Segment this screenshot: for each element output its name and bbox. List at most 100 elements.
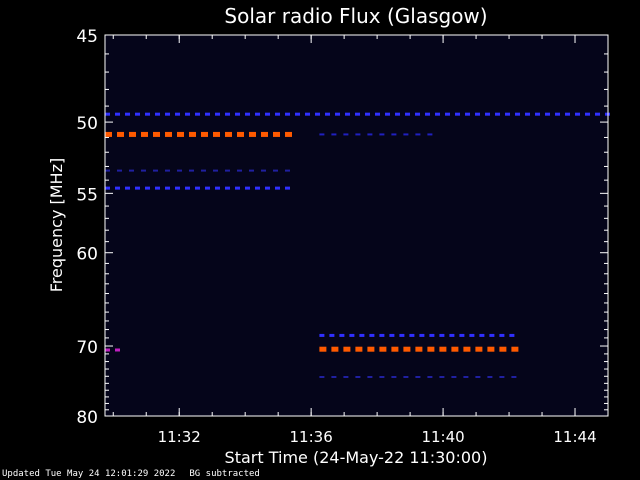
emission-dash: [495, 112, 500, 116]
emission-dash: [355, 375, 361, 378]
emission-dash: [463, 346, 471, 352]
emission-dash: [379, 346, 387, 352]
emission-band-8: [319, 375, 517, 378]
emission-dash: [403, 375, 409, 378]
emission-dash: [237, 131, 244, 137]
emission-dash: [189, 131, 196, 137]
emission-dash: [315, 112, 320, 116]
emission-dash: [265, 186, 270, 190]
emission-dash: [545, 112, 550, 116]
emission-dash: [455, 112, 460, 116]
emission-dash: [343, 346, 351, 352]
emission-dash: [285, 131, 292, 137]
emission-dash: [275, 186, 280, 190]
axis-ticks: 11:32 11:36 11:40 11:44 45 50 55 60 70 80: [76, 27, 609, 446]
emission-dash: [275, 112, 280, 116]
emission-dash: [215, 186, 220, 190]
emission-dash: [415, 375, 421, 378]
emission-dash: [165, 112, 170, 116]
emission-dash: [249, 169, 254, 172]
emission-dash: [355, 112, 360, 116]
emission-dash: [565, 112, 570, 116]
emission-dash: [391, 133, 397, 136]
emission-dash: [391, 346, 399, 352]
emission-dash: [319, 375, 325, 378]
emission-dash: [141, 131, 148, 137]
emission-dash: [511, 346, 519, 352]
emission-dash: [409, 333, 415, 337]
emission-dash: [515, 112, 520, 116]
emission-dash: [273, 169, 278, 172]
emission-dash: [485, 112, 490, 116]
emission-band-7: [105, 348, 120, 352]
emission-dash: [331, 133, 337, 136]
emission-dash: [475, 346, 483, 352]
emission-dash: [369, 333, 375, 337]
emission-dash: [343, 375, 349, 378]
emission-dash: [195, 112, 200, 116]
updated-timestamp: Updated Tue May 24 12:01:29 2022: [2, 469, 176, 479]
emission-dash: [403, 346, 411, 352]
emission-dash: [175, 186, 180, 190]
emission-dash: [391, 375, 397, 378]
emission-dash: [245, 112, 250, 116]
emission-dash: [205, 112, 210, 116]
emission-dash: [427, 375, 433, 378]
emission-dash: [125, 112, 130, 116]
emission-dash: [105, 131, 112, 137]
emission-dash: [225, 112, 230, 116]
emission-dash: [365, 112, 370, 116]
emission-dash: [235, 186, 240, 190]
emission-dash: [331, 375, 337, 378]
x-tick-label: 11:44: [553, 428, 596, 446]
emission-dash: [415, 112, 420, 116]
emission-dash: [367, 346, 375, 352]
emission-dash: [487, 346, 495, 352]
emission-dash: [105, 186, 110, 190]
emission-dash: [145, 112, 150, 116]
y-tick-label: 55: [76, 185, 98, 205]
emission-dash: [465, 112, 470, 116]
emission-dash: [325, 112, 330, 116]
emission-dash: [451, 346, 459, 352]
emission-dash: [153, 131, 160, 137]
emission-dash: [415, 133, 421, 136]
emission-band-6: [319, 346, 519, 352]
emission-dash: [585, 112, 590, 116]
emission-dash: [205, 186, 210, 190]
emission-dash: [237, 169, 242, 172]
emission-dash: [429, 333, 435, 337]
emission-dash: [595, 112, 600, 116]
emission-dash: [367, 375, 373, 378]
emission-dash: [155, 186, 160, 190]
emission-dash: [475, 112, 480, 116]
emission-dash: [185, 186, 190, 190]
plot-background: [105, 35, 608, 416]
emission-dash: [399, 333, 405, 337]
emission-band-0: [105, 112, 610, 116]
y-tick-label: 70: [76, 338, 98, 358]
emission-dash: [129, 131, 136, 137]
emission-dash: [215, 112, 220, 116]
emission-dash: [449, 333, 455, 337]
emission-dash: [425, 112, 430, 116]
emission-band-5: [319, 333, 515, 337]
emission-dash: [213, 131, 220, 137]
emission-dash: [165, 169, 170, 172]
emission-dash: [499, 333, 505, 337]
emission-dash: [165, 186, 170, 190]
emission-dash: [195, 186, 200, 190]
emission-dash: [305, 112, 310, 116]
spectrogram-marks: [105, 112, 610, 378]
emission-dash: [375, 112, 380, 116]
emission-dash: [479, 333, 485, 337]
emission-dash: [129, 169, 134, 172]
emission-dash: [319, 133, 325, 136]
emission-dash: [249, 131, 256, 137]
emission-dash: [225, 169, 230, 172]
emission-dash: [509, 333, 515, 337]
emission-dash: [145, 186, 150, 190]
emission-dash: [451, 375, 457, 378]
emission-dash: [201, 169, 206, 172]
